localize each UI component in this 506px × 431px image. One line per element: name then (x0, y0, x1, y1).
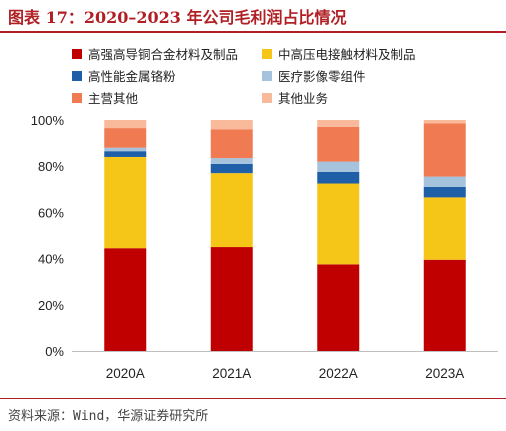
bar-segment-2023A-s2 (423, 197, 466, 260)
legend-item-5: 主营其他 (72, 88, 138, 107)
bar-segment-2020A-s2 (104, 156, 147, 249)
x-category-label: 2023A (425, 366, 464, 381)
bar-segment-2021A-s2 (210, 173, 253, 248)
bar-segment-2022A-s1 (317, 264, 360, 351)
legend-item-4: 医疗影像零组件 (262, 66, 366, 85)
bar-segment-2020A-s4 (104, 147, 147, 152)
y-tick-label: 60% (38, 205, 64, 220)
y-tick-label: 80% (38, 159, 64, 174)
chart-title: 图表 17：2020–2023 年公司毛利润占比情况 (8, 8, 347, 27)
bar-segment-2021A-s3 (210, 163, 253, 174)
legend-item-6: 其他业务 (262, 88, 328, 107)
bar-segment-2022A-s3 (317, 171, 360, 184)
bar-segment-2023A-s5 (423, 123, 466, 177)
y-tick-label: 0% (45, 344, 64, 359)
x-category-label: 2021A (212, 366, 251, 381)
bar-segment-2022A-s5 (317, 126, 360, 162)
legend-swatch (262, 70, 272, 81)
x-category-label: 2022A (319, 366, 358, 381)
legend-swatch (262, 48, 272, 59)
legend-swatch (72, 48, 82, 59)
x-category-label: 2020A (106, 366, 145, 381)
legend-swatch (72, 92, 82, 103)
legend-label: 主营其他 (88, 91, 139, 106)
legend-label: 高强高导铜合金材料及制品 (88, 47, 239, 62)
legend-label: 医疗影像零组件 (278, 69, 366, 84)
bar-segment-2021A-s6 (210, 120, 253, 130)
bar-segment-2022A-s6 (317, 120, 360, 127)
bar-segment-2020A-s5 (104, 128, 147, 148)
legend-item-1: 高强高导铜合金材料及制品 (72, 44, 238, 63)
bar-segment-2020A-s1 (104, 248, 147, 351)
bar-segment-2023A-s6 (423, 120, 466, 124)
bar-segment-2021A-s4 (210, 158, 253, 164)
bar-segment-2023A-s1 (423, 259, 466, 351)
chart-legend: 高强高导铜合金材料及制品 中高压电接触材料及制品高性能金属铬粉 医疗影像零组件主营其… (0, 0, 506, 110)
bar-segment-2020A-s3 (104, 151, 147, 157)
chart-source: 资料来源：Wind，华源证券研究所 (8, 409, 209, 424)
title-rule (0, 31, 506, 33)
legend-label: 高性能金属铬粉 (88, 69, 176, 84)
bar-segment-2022A-s4 (317, 161, 360, 172)
bar-segment-2023A-s4 (423, 176, 466, 187)
bar-segment-2022A-s2 (317, 183, 360, 265)
legend-label: 其他业务 (278, 91, 329, 106)
bar-segment-2020A-s6 (104, 120, 147, 129)
legend-swatch (262, 92, 272, 103)
y-tick-label: 100% (31, 113, 65, 128)
bar-segment-2021A-s5 (210, 129, 253, 159)
legend-item-2: 中高压电接触材料及制品 (262, 44, 416, 63)
bar-segment-2023A-s3 (423, 186, 466, 198)
bar-segment-2021A-s1 (210, 247, 253, 351)
legend-item-3: 高性能金属铬粉 (72, 66, 176, 85)
source-rule (0, 398, 506, 399)
legend-swatch (72, 70, 82, 81)
y-tick-label: 40% (38, 252, 64, 267)
legend-label: 中高压电接触材料及制品 (278, 47, 416, 62)
y-tick-label: 20% (38, 298, 64, 313)
